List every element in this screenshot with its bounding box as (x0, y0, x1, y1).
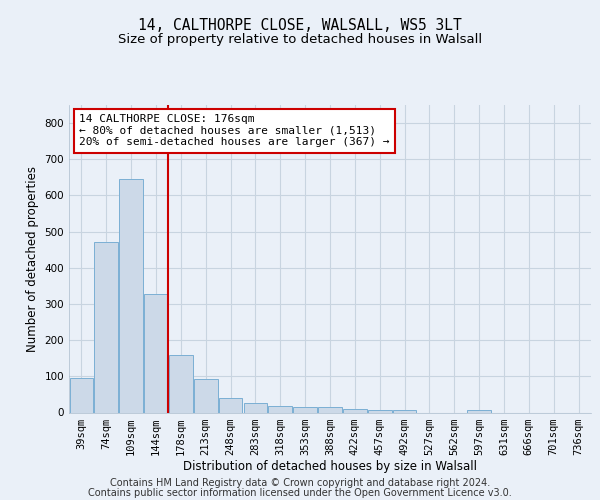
Bar (70, 378, 93, 412)
Text: 14, CALTHORPE CLOSE, WALSALL, WS5 3LT: 14, CALTHORPE CLOSE, WALSALL, WS5 3LT (138, 18, 462, 32)
Bar (268, 406, 292, 412)
Y-axis label: Number of detached properties: Number of detached properties (26, 166, 39, 352)
Bar (368, 410, 392, 412)
Bar (194, 379, 218, 412)
Bar (343, 409, 367, 412)
Text: Size of property relative to detached houses in Walsall: Size of property relative to detached ho… (118, 32, 482, 46)
Bar (393, 410, 416, 412)
Bar (467, 410, 491, 412)
Text: 14 CALTHORPE CLOSE: 176sqm
← 80% of detached houses are smaller (1,513)
20% of s: 14 CALTHORPE CLOSE: 176sqm ← 80% of deta… (79, 114, 390, 148)
Bar (219, 398, 242, 412)
Bar (119, 179, 143, 412)
Bar (293, 407, 317, 412)
Text: Contains HM Land Registry data © Crown copyright and database right 2024.: Contains HM Land Registry data © Crown c… (110, 478, 490, 488)
Bar (144, 294, 168, 412)
Text: Contains public sector information licensed under the Open Government Licence v3: Contains public sector information licen… (88, 488, 512, 498)
Bar (94, 242, 118, 412)
X-axis label: Distribution of detached houses by size in Walsall: Distribution of detached houses by size … (183, 460, 477, 473)
Bar (169, 356, 193, 412)
Bar (244, 404, 267, 412)
Bar (318, 408, 342, 412)
